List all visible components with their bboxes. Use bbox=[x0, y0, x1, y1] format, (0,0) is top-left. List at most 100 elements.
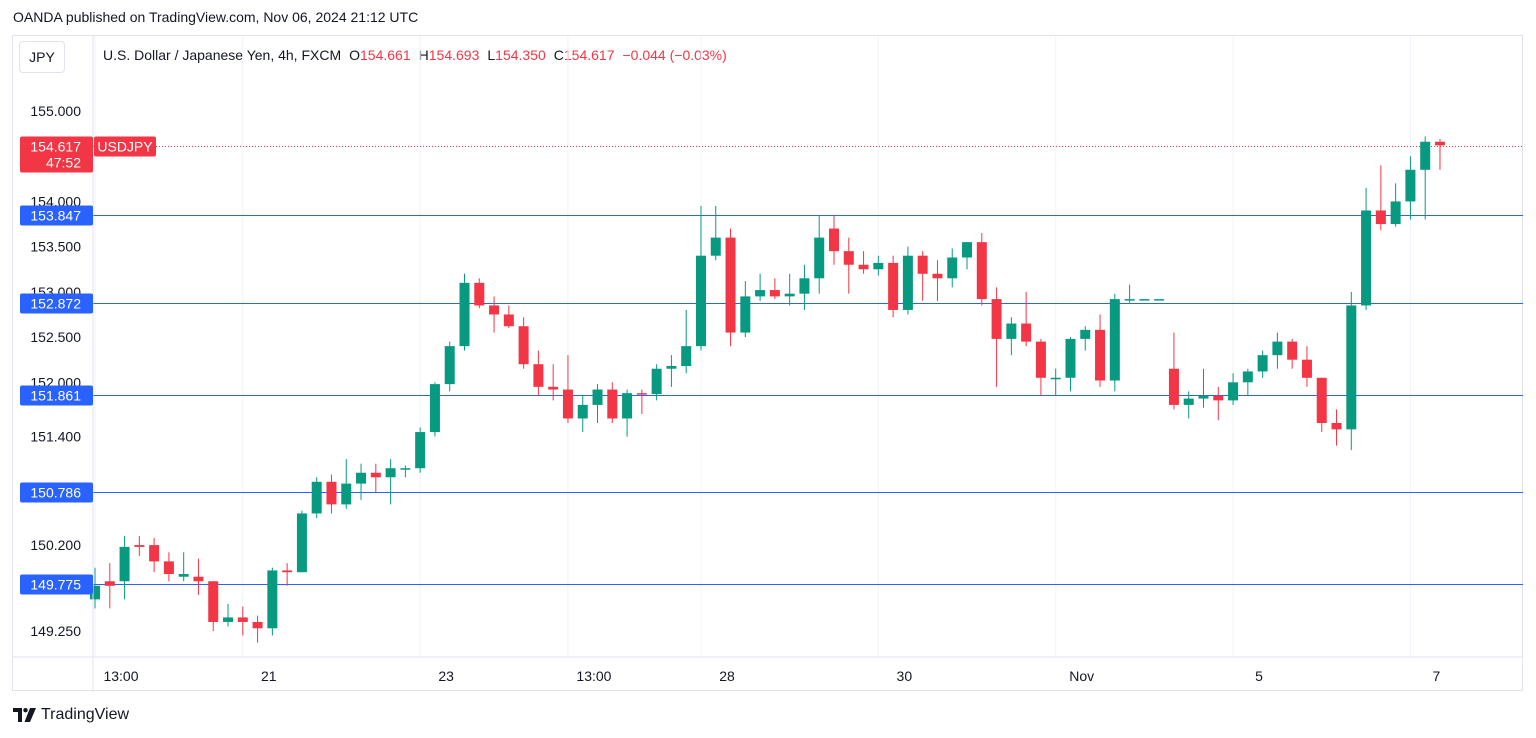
price-labels: 153.847 152.872 151.861 150.786 149.775 154.6… bbox=[20, 136, 156, 595]
candle-body bbox=[1434, 141, 1445, 146]
candle bbox=[1272, 332, 1283, 369]
symbol-box-label: JPY bbox=[29, 49, 55, 65]
candle bbox=[1420, 136, 1431, 220]
candle-body bbox=[193, 576, 204, 582]
candle-body bbox=[163, 561, 174, 575]
candle bbox=[784, 273, 795, 306]
x-tick-label: Nov bbox=[1069, 668, 1094, 684]
candle bbox=[149, 537, 160, 573]
candle bbox=[1198, 368, 1209, 408]
candle bbox=[237, 606, 248, 636]
candle bbox=[90, 567, 100, 609]
level-label: 150.786 bbox=[30, 485, 81, 501]
candle-body bbox=[1272, 341, 1283, 356]
x-tick-label: 13:00 bbox=[103, 668, 138, 684]
candle-body bbox=[134, 545, 145, 547]
candle-body bbox=[784, 293, 795, 297]
candle-body bbox=[710, 237, 721, 256]
candle bbox=[429, 382, 440, 437]
symbol-tag-bg bbox=[94, 136, 156, 157]
candle bbox=[1006, 317, 1017, 356]
candle bbox=[134, 536, 145, 556]
y-tick-label: 154.000 bbox=[30, 193, 81, 209]
y-tick-label: 152.500 bbox=[30, 329, 81, 345]
candle-body bbox=[1139, 299, 1150, 301]
candle bbox=[1257, 350, 1268, 378]
candle-body bbox=[400, 468, 411, 470]
candle bbox=[356, 463, 367, 500]
candle-body bbox=[622, 393, 633, 419]
candle-body bbox=[651, 368, 662, 395]
candle-body bbox=[799, 278, 810, 294]
candle bbox=[1346, 291, 1357, 451]
candle-body bbox=[1095, 329, 1106, 381]
candle-body bbox=[991, 299, 1002, 339]
candle-body bbox=[533, 364, 544, 387]
candle-body bbox=[976, 242, 987, 300]
candle-body bbox=[503, 314, 514, 327]
candle bbox=[873, 255, 884, 276]
tradingview-logo-icon bbox=[13, 708, 36, 722]
candle bbox=[104, 563, 115, 609]
candle bbox=[932, 260, 943, 301]
candle-body bbox=[1301, 359, 1312, 378]
candle-body bbox=[296, 513, 307, 573]
candles bbox=[90, 136, 1445, 643]
legend-low-label: L bbox=[487, 47, 496, 63]
candle bbox=[1154, 299, 1165, 301]
x-tick-label: 28 bbox=[719, 668, 735, 684]
level-label-bg bbox=[20, 205, 93, 226]
candle bbox=[474, 278, 485, 309]
candle bbox=[755, 273, 766, 301]
candle bbox=[769, 278, 780, 300]
candle-body bbox=[902, 255, 913, 310]
symbol-box[interactable]: JPY bbox=[19, 41, 65, 73]
candle bbox=[1316, 377, 1327, 433]
x-tick-label: 13:00 bbox=[576, 668, 611, 684]
candle-body bbox=[474, 282, 485, 306]
candle bbox=[1050, 368, 1061, 396]
legend-instrument: U.S. Dollar / Japanese Yen, 4h, FXCM bbox=[103, 47, 342, 63]
x-tick-label: 5 bbox=[1255, 668, 1263, 684]
candle bbox=[607, 382, 618, 423]
candle-body bbox=[149, 545, 160, 562]
candle-body bbox=[917, 255, 928, 274]
x-tick-label: 21 bbox=[261, 668, 277, 684]
candle-body bbox=[577, 404, 588, 419]
candle-body bbox=[415, 432, 426, 469]
candle-body bbox=[562, 389, 573, 419]
candle-body bbox=[1287, 341, 1298, 360]
candle-body bbox=[1405, 169, 1416, 202]
candle bbox=[119, 536, 130, 600]
axes: 149.250149.775150.200151.400152.000152.5… bbox=[12, 36, 1523, 692]
candle-body bbox=[947, 257, 958, 279]
candle-body bbox=[252, 621, 263, 629]
candle-body bbox=[429, 384, 440, 433]
level-label-bg bbox=[20, 574, 93, 595]
candle-body bbox=[1109, 299, 1120, 381]
candle bbox=[252, 615, 263, 643]
level-label: 152.872 bbox=[30, 296, 81, 312]
candle-body bbox=[1006, 323, 1017, 339]
footer-brand[interactable]: TradingView bbox=[13, 706, 129, 724]
candle bbox=[622, 389, 633, 437]
candle-body bbox=[1346, 305, 1357, 430]
candle-body bbox=[1050, 377, 1061, 380]
candle bbox=[651, 364, 662, 401]
candle-body bbox=[282, 570, 293, 573]
candle bbox=[208, 581, 219, 631]
candle bbox=[695, 205, 706, 351]
y-tick-label: 155.000 bbox=[30, 103, 81, 119]
y-tick-label: 149.250 bbox=[30, 623, 81, 639]
candle bbox=[592, 384, 603, 423]
candle bbox=[1228, 373, 1239, 405]
candle-body bbox=[1183, 398, 1194, 405]
candle bbox=[829, 215, 839, 265]
candle bbox=[444, 341, 455, 392]
level-label: 153.847 bbox=[30, 208, 81, 224]
footer-brand-label: TradingView bbox=[41, 706, 130, 723]
candle-body bbox=[444, 346, 455, 385]
candle bbox=[902, 246, 913, 315]
symbol-tag: USDJPY bbox=[97, 139, 153, 155]
